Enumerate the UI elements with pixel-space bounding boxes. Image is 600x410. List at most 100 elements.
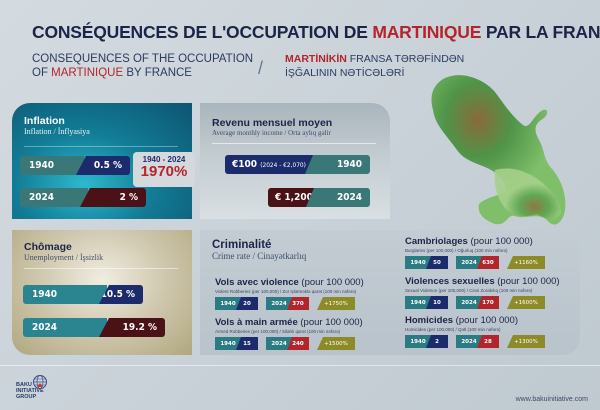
pill-1940: 1940 20 [215, 297, 258, 310]
pill-1940: 1940 10 [405, 296, 448, 309]
pill-value: 15 [236, 337, 258, 350]
crime-item-values: 1940 10 2024 170 +1600% [405, 296, 560, 309]
unemployment-card: Chômage Unemployment / İşsizlik 1940 10.… [12, 230, 192, 355]
pill-value: 170 [477, 296, 499, 309]
revenue-row-1940: €100 (2024 - €2,070) 1940 [225, 155, 370, 174]
pill-change: +1160% [507, 256, 545, 269]
revenue-note: (2024 - €2,070) [260, 160, 306, 169]
divider [24, 268, 178, 269]
crime-item-values: 1940 20 2024 370 +1750% [215, 297, 364, 310]
pill-value: 630 [477, 256, 499, 269]
crime-card: Criminalité Crime rate / Cinayətkarlıq V… [200, 230, 580, 355]
pill-year: 2024 [456, 256, 482, 269]
sub-en-pre: OF [32, 67, 52, 79]
crime-item-values: 1940 50 2024 630 +1160% [405, 256, 545, 269]
crime-item-homicides: Homicides (pour 100 000) Homicides (per … [405, 315, 545, 348]
website-url[interactable]: www.bakuinitiative.com [515, 396, 588, 403]
pill-2024: 2024 630 [456, 256, 499, 269]
footer-divider [0, 365, 600, 366]
pill-value: 2 [426, 335, 448, 348]
crime-item-violent-robberies: Vols avec violence (pour 100 000) Violen… [215, 277, 364, 310]
crime-item-title: Vols à main armée [215, 317, 298, 328]
pill-year: 2024 [456, 335, 482, 348]
crime-item-sexual-violence: Violences sexuelles (pour 100 000) Sexua… [405, 276, 560, 309]
crime-caption: Crime rate / Cinayətkarlıq [212, 251, 307, 261]
crime-item-armed-robberies: Vols à main armée (pour 100 000) Armed R… [215, 317, 363, 350]
subtitle-english: CONSEQUENCES OF THE OCCUPATION OF MARTIN… [32, 52, 253, 80]
divider [24, 146, 178, 147]
pill-value: 10 [426, 296, 448, 309]
pill-change: +1600% [507, 296, 545, 309]
pill-year: 2024 [266, 337, 292, 350]
divider [212, 143, 376, 144]
pill-value: 240 [287, 337, 309, 350]
crime-item-unit: (pour 100 000) [467, 236, 533, 247]
pill-year: 1940 [215, 337, 241, 350]
year-label: 2024 [23, 318, 107, 337]
crime-item-title: Vols avec violence [215, 277, 299, 288]
year-label: 1940 [305, 155, 370, 174]
revenue-header: Revenu mensuel moyen Average monthly inc… [212, 117, 332, 137]
crime-item-caption: Homicides (per 100,000) / Qətl (100 min … [405, 327, 501, 332]
inflation-card: Inflation Inflation / İnflyasiya 1940 0.… [12, 103, 192, 219]
pill-value: 28 [477, 335, 499, 348]
logo-text-1: BAKU [16, 382, 32, 388]
pill-year: 1940 [405, 256, 431, 269]
subtitle-az-line2: İŞĞALININ NƏTİCƏLƏRİ [285, 67, 405, 79]
inflation-row-2024: 2024 2 % [20, 188, 146, 207]
baku-initiative-logo: BAKU INITIATIVE GROUP [16, 372, 44, 400]
inflation-header: Inflation Inflation / İnflyasiya [24, 115, 90, 136]
value-label: 2 % [80, 188, 146, 207]
crime-item-values: 1940 15 2024 240 +1500% [215, 337, 363, 350]
pill-2024: 2024 370 [266, 297, 309, 310]
pill-change: +1500% [317, 337, 355, 350]
pill-year: 2024 [266, 297, 292, 310]
pill-2024: 2024 240 [266, 337, 309, 350]
pill-1940: 1940 15 [215, 337, 258, 350]
pill-year: 1940 [405, 335, 431, 348]
sub-en-highlight: MARTINIQUE [51, 67, 124, 79]
title-text: CONSÉQUENCES DE L'OCCUPATION DE [32, 22, 373, 42]
page-title: CONSÉQUENCES DE L'OCCUPATION DE MARTINIQ… [32, 22, 600, 43]
inflation-row-1940: 1940 0.5 % [20, 156, 130, 175]
pill-1940: 1940 2 [405, 335, 448, 348]
title-highlight: MARTINIQUE [372, 22, 482, 42]
subtitle-azerbaijani: MARTİNİKİN FRANSA TƏRƏFİNDƏN İŞĞALININ N… [285, 52, 464, 80]
pill-year: 2024 [456, 296, 482, 309]
subtitle-divider: / [258, 58, 264, 78]
inflation-title: Inflation [24, 115, 65, 127]
value-label: €100 (2024 - €2,070) [225, 155, 313, 174]
pill-value: 50 [426, 256, 448, 269]
title-text-end: PAR LA FRANCE [485, 22, 600, 42]
logo-text-2: INITIATIVE [16, 388, 44, 394]
range-label: 1940 - 2024 [142, 155, 186, 164]
value-label: 19.2 % [99, 318, 165, 337]
martinique-map-image [431, 75, 566, 225]
crime-item-values: 1940 2 2024 28 +1300% [405, 335, 545, 348]
crime-item-unit: (pour 100 000) [453, 315, 519, 326]
sub-az-text: FRANSA TƏRƏFİNDƏN [346, 53, 465, 65]
subtitle-az-line1: MARTİNİKİN FRANSA TƏRƏFİNDƏN [285, 52, 464, 66]
subtitle-en-line2: OF MARTINIQUE BY FRANCE [32, 66, 253, 80]
value-label: 10.5 % [99, 285, 143, 304]
unemployment-header: Chômage Unemployment / İşsizlik [24, 241, 103, 262]
unemployment-row-2024: 2024 19.2 % [23, 318, 173, 337]
pill-value: 20 [236, 297, 258, 310]
pill-1940: 1940 50 [405, 256, 448, 269]
crime-item-burglaries: Cambriolages (pour 100 000) Burglaries (… [405, 236, 545, 269]
pill-year: 1940 [215, 297, 241, 310]
crime-item-unit: (pour 100 000) [298, 277, 364, 288]
crime-title: Criminalité [212, 239, 272, 251]
crime-item-title: Cambriolages [405, 236, 468, 247]
value-label: € 1,200 [268, 188, 314, 207]
crime-item-unit: (pour 100 000) [494, 276, 560, 287]
sub-az-highlight: MARTİNİKİN [285, 53, 347, 65]
year-label: 1940 [23, 285, 107, 304]
pill-value: 370 [287, 297, 309, 310]
inflation-caption: Inflation / İnflyasiya [24, 127, 90, 136]
crime-item-title: Violences sexuelles [405, 276, 495, 287]
crime-item-unit: (pour 100 000) [297, 317, 363, 328]
range-value: 1970% [140, 163, 188, 180]
revenue-card: Revenu mensuel moyen Average monthly inc… [200, 103, 390, 219]
crime-item-caption: Burglaries (per 100,000) / Oğurluq (100 … [405, 248, 508, 253]
